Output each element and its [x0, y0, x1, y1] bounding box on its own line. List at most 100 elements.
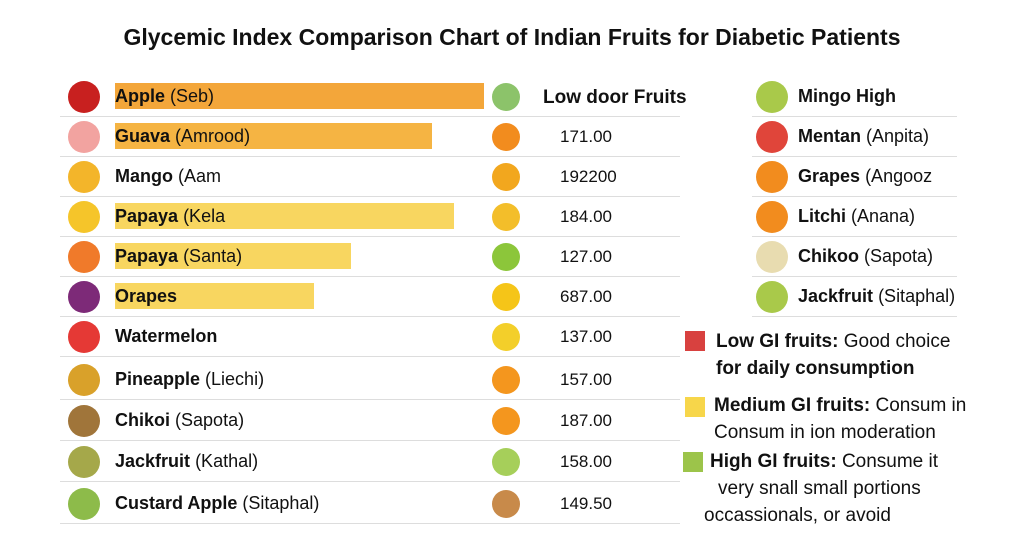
fruit-name: Mango [115, 166, 173, 186]
fruit-label: Jackfruit (Sitaphal) [798, 286, 955, 307]
fruit-name: Watermelon [115, 326, 218, 346]
legend-text: very snall small portions [718, 478, 921, 499]
fruit-label: Watermelon [115, 326, 217, 347]
value-fruit-icon [492, 448, 520, 476]
value-fruit-icon [492, 323, 520, 351]
fruit-label: Orapes [115, 286, 177, 307]
fruit-icon [756, 241, 788, 273]
legend-text: Consume it [841, 451, 939, 472]
fruit-icon [68, 81, 100, 113]
gi-value: 157.00 [560, 370, 612, 389]
fruit-row: Pineapple (Liechi) 157.00 [60, 360, 680, 400]
chart-title: Glycemic Index Comparison Chart of India… [123, 24, 901, 50]
fruit-label: Guava (Amrood) [115, 126, 250, 147]
fruit-name: Guava [115, 126, 171, 146]
fruit-alt-name: (Sitaphal) [878, 286, 956, 306]
fruit-label: Jackfruit (Kathal) [115, 451, 258, 472]
fruit-name: Chikoi [115, 410, 171, 430]
gi-bar [115, 123, 432, 149]
gi-bar [115, 203, 454, 229]
gi-bar [115, 83, 484, 109]
gi-value: 127.00 [560, 247, 612, 266]
fruit-alt-name: (Angooz [865, 166, 933, 186]
value-fruit-icon [492, 407, 520, 435]
fruit-alt-name: (Sapota) [175, 410, 245, 430]
fruit-name: Pineapple [115, 369, 201, 389]
gi-value: 192200 [560, 167, 617, 186]
fruit-icon [756, 281, 788, 313]
fruit-icon [68, 488, 100, 520]
fruit-icon [756, 81, 788, 113]
fruit-icon [68, 446, 100, 478]
gi-value: 187.00 [560, 411, 612, 430]
fruit-name: Papaya [115, 246, 179, 266]
fruit-name: Jackfruit [115, 451, 191, 471]
fruit-icon [756, 161, 788, 193]
value-fruit-icon [492, 366, 520, 394]
fruit-label: Pineapple (Liechi) [115, 369, 264, 390]
fruit-label: Mingo High [798, 86, 896, 107]
fruit-name: Litchi [798, 206, 846, 226]
fruit-label: Chikoo (Sapota) [798, 246, 933, 267]
fruit-alt-name: (Seb) [170, 86, 215, 106]
gi-bar [115, 283, 314, 309]
fruit-alt-name: (Sitaphal) [242, 493, 320, 513]
fruit-icon [68, 201, 100, 233]
legend-text: for daily consumption [716, 358, 915, 379]
right-fruit-row: Mentan (Anpita) [752, 117, 957, 157]
fruit-alt-name: (Liechi) [205, 369, 265, 389]
fruit-name: Papaya [115, 206, 179, 226]
value-fruit-icon [492, 123, 520, 151]
right-fruit-row: Litchi (Anana) [752, 197, 957, 237]
fruit-row: Chikoi (Sapota) 187.00 [60, 401, 680, 441]
value-fruit-icon [492, 490, 520, 518]
fruit-icon [68, 405, 100, 437]
legend-text: occassionals, or avoid [704, 505, 891, 526]
fruit-row: Custard Apple (Sitaphal) 149.50 [60, 484, 680, 524]
right-fruit-row: Chikoo (Sapota) [752, 237, 957, 277]
value-fruit-icon [492, 83, 520, 111]
fruit-name: Grapes [798, 166, 861, 186]
fruit-name: Custard Apple [115, 493, 238, 513]
right-fruit-row: Mingo High [752, 77, 957, 117]
fruit-label: Mango (Aam [115, 166, 221, 187]
right-fruit-row: Grapes (Angooz [752, 157, 957, 197]
fruit-label: Litchi (Anana) [798, 206, 915, 227]
fruit-icon [68, 121, 100, 153]
fruit-alt-name: (Kela [183, 206, 226, 226]
fruit-alt-name: (Anana) [851, 206, 916, 226]
fruit-label: Chikoi (Sapota) [115, 410, 244, 431]
fruit-alt-name: (Santa) [183, 246, 243, 266]
legend-entry: High GI fruits: Consume it very snall sma… [704, 448, 939, 529]
fruit-row: Watermelon 137.00 [60, 317, 680, 357]
fruit-alt-name: (Sapota) [864, 246, 934, 266]
fruit-name: Mentan [798, 126, 861, 146]
legend-swatch [685, 331, 705, 351]
legend-entry: Low GI fruits: Good choice for daily cons… [716, 328, 950, 382]
legend-swatch [683, 452, 703, 472]
right-fruit-row: Jackfruit (Sitaphal) [752, 277, 957, 317]
legend-text: Consum in [875, 395, 967, 416]
fruit-row: Mango (Aam 192200 [60, 157, 680, 197]
gi-value: 158.00 [560, 452, 612, 471]
fruit-name: Orapes [115, 286, 178, 306]
legend-text: Good choice [843, 331, 951, 352]
fruit-alt-name: (Aam [178, 166, 222, 186]
fruit-name: Mingo High [798, 86, 896, 106]
fruit-alt-name: (Kathal) [195, 451, 259, 471]
gi-value: 171.00 [560, 127, 612, 146]
gi-value: 687.00 [560, 287, 612, 306]
fruit-label: Grapes (Angooz [798, 166, 932, 187]
fruit-icon [68, 281, 100, 313]
gi-value: 184.00 [560, 207, 612, 226]
value-fruit-icon [492, 203, 520, 231]
fruit-alt-name: (Amrood) [175, 126, 251, 146]
fruit-label: Custard Apple (Sitaphal) [115, 493, 319, 514]
fruit-label: Papaya (Kela [115, 206, 225, 227]
legend-swatch [685, 397, 705, 417]
fruit-row: Papaya (Kela 184.00 [60, 197, 680, 237]
fruit-row: Apple (Seb) [60, 77, 680, 117]
fruit-icon [756, 121, 788, 153]
value-fruit-icon [492, 283, 520, 311]
values-column-header: Low door Fruits [543, 87, 687, 108]
